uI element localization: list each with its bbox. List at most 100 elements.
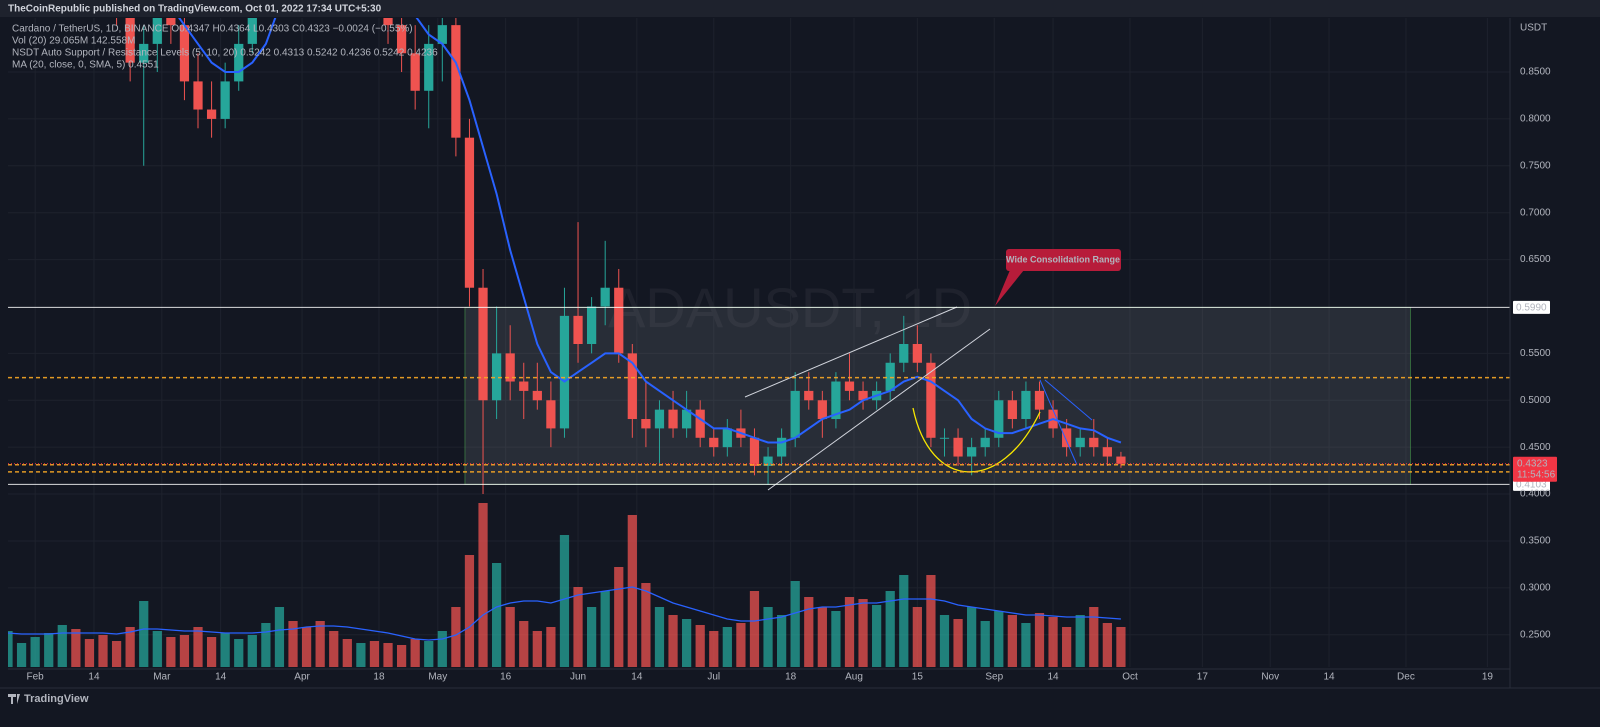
volume-bar: [777, 615, 787, 667]
volume-bar: [288, 621, 298, 667]
volume-bar: [57, 625, 67, 667]
volume-bar: [16, 643, 27, 667]
volume-bar: [939, 615, 950, 667]
candle-body: [654, 409, 665, 429]
volume-bar: [546, 627, 556, 667]
candle-body: [491, 353, 502, 401]
candle-body: [1075, 437, 1085, 448]
volume-bar: [722, 627, 732, 667]
candle-body: [464, 137, 475, 288]
volume-bar: [139, 601, 149, 667]
candle-body: [641, 419, 651, 429]
candle-body: [206, 109, 217, 119]
volume-bar: [220, 633, 230, 667]
candle-body: [1062, 428, 1072, 448]
candle-body: [899, 344, 909, 363]
candle-body: [1007, 400, 1017, 420]
candle-body: [777, 437, 787, 457]
candle-body: [817, 400, 827, 420]
price-layer: [116, 18, 1126, 495]
candle-body: [627, 353, 637, 420]
volume-bar: [709, 631, 719, 667]
candle-body: [519, 381, 529, 391]
volume-bar: [125, 627, 135, 667]
candle-body: [695, 409, 705, 438]
candle-body: [763, 456, 773, 466]
axis-layer: 0.8500 0.8000 0.7500 0.7000 0.6500 0.5500 0.50…: [8, 18, 1551, 688]
volume-bar: [315, 621, 325, 667]
candle-body: [614, 287, 624, 354]
candle-body: [1021, 390, 1031, 420]
candle-body: [478, 287, 488, 401]
x-tick-label: Jun: [570, 672, 586, 683]
wedge-lower: [767, 328, 991, 491]
volume-layer: [8, 503, 1126, 667]
candle-body: [179, 25, 190, 82]
volume-bar: [600, 591, 610, 667]
volume-bar: [261, 623, 271, 667]
volume-bar: [912, 607, 922, 667]
volume-bar: [1089, 607, 1099, 667]
candle-body: [967, 447, 977, 457]
volume-bar: [1102, 623, 1112, 667]
callout-label: Wide Consolidation Range: [1006, 254, 1120, 264]
candle-body: [152, 18, 162, 44]
candle-body: [681, 409, 692, 429]
volume-ma-line: [8, 586, 1121, 641]
x-tick-label: Feb: [27, 672, 45, 683]
y-tick-label: 0.3500: [1520, 536, 1551, 547]
volume-bar: [274, 607, 285, 667]
candle-body: [193, 81, 203, 110]
last-price-label: 0.4323: [1517, 458, 1548, 469]
y-tick-label: 0.8500: [1520, 67, 1551, 78]
ma-line: [178, 18, 1122, 444]
volume-bar: [695, 625, 705, 667]
volume-bar: [505, 607, 515, 667]
volume-bar: [342, 639, 352, 667]
candle-body: [980, 437, 990, 448]
candle-body: [383, 18, 393, 26]
candle-body: [247, 18, 257, 44]
candle-body: [749, 437, 760, 466]
footer: [0, 688, 1600, 727]
candle-body: [804, 390, 814, 401]
volume-bar: [790, 581, 800, 667]
candle-body: [858, 390, 868, 401]
candle-body: [451, 25, 461, 138]
volume-bar: [681, 619, 692, 667]
channel-line: [1044, 379, 1093, 421]
volume-bar: [1021, 623, 1031, 667]
candle-body: [546, 400, 556, 429]
candle-body: [532, 390, 542, 401]
candle-body: [586, 306, 597, 345]
legend-entry: NSDT Auto Support / Resistance Levels (5…: [12, 48, 438, 59]
candle-body: [885, 362, 895, 391]
volume-bar: [71, 629, 81, 667]
volume-bar: [329, 631, 339, 667]
y-tick-label: 0.6500: [1520, 254, 1551, 265]
channel-line: [1039, 379, 1078, 466]
volume-bar: [1048, 617, 1058, 667]
volume-bar: [301, 627, 312, 667]
volume-bar: [193, 627, 203, 667]
level-label: 0.5990: [1516, 303, 1547, 314]
candle-body: [166, 18, 176, 26]
volume-bar: [234, 639, 244, 667]
volume-bar: [899, 575, 909, 667]
x-tick-label: Aug: [845, 672, 863, 683]
x-tick-label: 15: [912, 672, 924, 683]
volume-bar: [844, 597, 855, 667]
volume-bar: [30, 637, 40, 667]
x-tick-label: 17: [1197, 672, 1209, 683]
x-tick-label: Jul: [707, 672, 720, 683]
volume-bar: [668, 615, 678, 667]
volume-bar: [152, 631, 162, 667]
brand-logo: [8, 694, 20, 704]
y-tick-label: 0.5500: [1520, 348, 1551, 359]
callout: [1006, 249, 1121, 271]
candle-body: [505, 353, 515, 382]
y-tick-label: 0.5000: [1520, 395, 1551, 406]
y-tick-label: 0.8000: [1520, 114, 1551, 125]
